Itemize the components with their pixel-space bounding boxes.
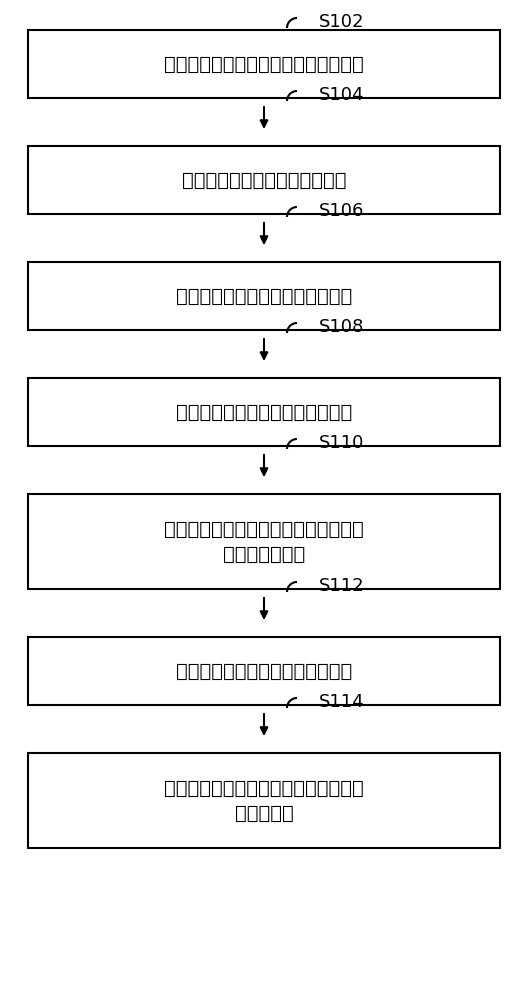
Text: S108: S108: [319, 318, 364, 336]
FancyBboxPatch shape: [28, 146, 500, 214]
Text: S104: S104: [319, 86, 364, 104]
Text: 在所述第一侧墙两侧形成第二侧墙: 在所述第一侧墙两侧形成第二侧墙: [176, 662, 352, 680]
FancyBboxPatch shape: [28, 378, 500, 446]
Text: 进行第二掺杂工艺，在所述非晶化区中
形成第二掺杂区: 进行第二掺杂工艺，在所述非晶化区中 形成第二掺杂区: [164, 520, 364, 564]
Text: S106: S106: [319, 202, 364, 220]
FancyBboxPatch shape: [28, 262, 500, 330]
FancyBboxPatch shape: [28, 30, 500, 98]
FancyBboxPatch shape: [28, 637, 500, 705]
Text: 在所述栅极结构两侧形成第一侧墙: 在所述栅极结构两侧形成第一侧墙: [176, 402, 352, 422]
FancyBboxPatch shape: [28, 753, 500, 848]
FancyBboxPatch shape: [28, 494, 500, 589]
Text: S110: S110: [319, 434, 364, 452]
Text: S112: S112: [319, 577, 365, 595]
Text: 获取衬底，所述衬底上形成有栅极结构: 获取衬底，所述衬底上形成有栅极结构: [164, 54, 364, 74]
Text: S114: S114: [319, 693, 365, 711]
Text: S102: S102: [319, 13, 364, 31]
Text: 在所述第二掺杂区中形成重掺杂的源极
区和漏极区: 在所述第二掺杂区中形成重掺杂的源极 区和漏极区: [164, 778, 364, 822]
Text: 在栅极结构两侧形成预非晶化区: 在栅极结构两侧形成预非晶化区: [182, 170, 346, 190]
Text: 在所述预非晶化区中形成非晶化区: 在所述预非晶化区中形成非晶化区: [176, 286, 352, 306]
